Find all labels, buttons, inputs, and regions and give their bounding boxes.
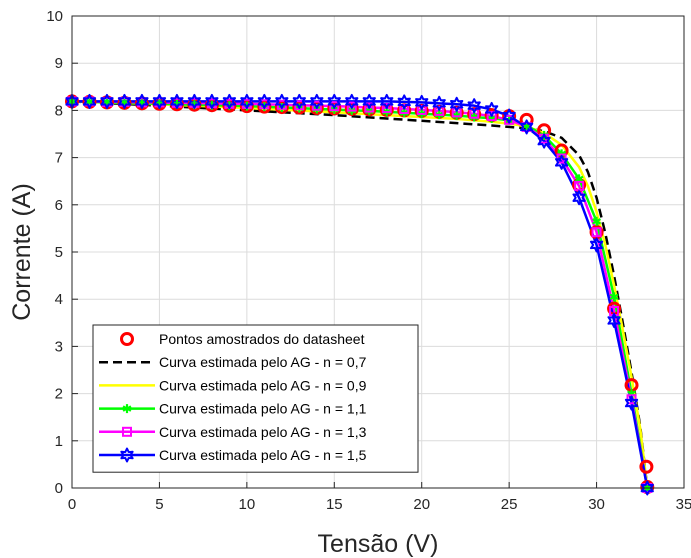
y-tick-label: 2 <box>55 386 63 403</box>
legend-item: Pontos amostrados do datasheet <box>120 331 365 347</box>
series-markers-5 <box>65 93 654 496</box>
legend-box <box>92 324 419 473</box>
y-tick-label: 5 <box>55 244 63 261</box>
y-tick-label: 4 <box>55 291 63 308</box>
data-point <box>624 395 639 411</box>
data-point <box>205 93 219 109</box>
y-tick-label: 1 <box>55 433 63 450</box>
series-line-1 <box>72 100 649 488</box>
markers-layer <box>65 93 655 496</box>
data-point <box>222 93 236 109</box>
legend-item: Curva estimada pelo AG - n = 1,1 <box>99 401 367 417</box>
data-point <box>381 103 392 114</box>
data-point <box>170 93 184 109</box>
legend-label: Curva estimada pelo AG - n = 1,3 <box>159 424 367 440</box>
legend-label: Curva estimada pelo AG - n = 0,7 <box>159 354 367 370</box>
data-point <box>345 93 359 109</box>
legend-swatch-marker <box>122 404 132 414</box>
legend-swatch-marker <box>120 447 134 463</box>
data-point <box>152 93 167 109</box>
data-point <box>639 459 654 474</box>
y-axis-label: Corrente (A) <box>8 183 36 321</box>
data-point <box>82 93 97 109</box>
data-point <box>467 98 481 114</box>
data-point <box>589 237 604 253</box>
data-point <box>432 95 446 111</box>
plot-frame <box>71 15 685 489</box>
data-point <box>502 108 516 124</box>
legend-item: Curva estimada pelo AG - n = 0,9 <box>99 377 367 393</box>
legend-item: Curva estimada pelo AG - n = 0,7 <box>99 354 367 370</box>
x-tick-label: 35 <box>676 496 691 513</box>
x-tick-label: 10 <box>239 496 256 513</box>
legend-label: Curva estimada pelo AG - n = 0,9 <box>159 377 367 393</box>
x-tick-label: 5 <box>155 496 163 513</box>
data-point <box>434 105 445 116</box>
legend: Pontos amostrados do datasheet Curva esti… <box>92 324 419 473</box>
x-tick-label: 30 <box>588 496 605 513</box>
series-line-5 <box>72 100 649 488</box>
data-point <box>187 93 202 109</box>
data-point <box>469 108 480 119</box>
data-point <box>416 104 427 115</box>
data-point <box>275 93 289 109</box>
series-line-3 <box>72 100 649 488</box>
data-point <box>362 93 376 109</box>
data-point <box>292 93 306 109</box>
legend-label: Curva estimada pelo AG - n = 1,5 <box>159 447 367 463</box>
y-tick-label: 9 <box>55 55 63 72</box>
legend-swatch-marker <box>122 426 132 437</box>
data-point <box>520 119 534 135</box>
x-axis-label: Tensão (V) <box>318 530 439 558</box>
data-point <box>117 93 132 109</box>
data-point <box>485 101 499 117</box>
y-tick-label: 0 <box>55 480 63 497</box>
data-point <box>310 93 324 109</box>
data-point <box>486 111 497 122</box>
data-point <box>607 312 621 328</box>
legend-swatch-marker <box>120 332 134 346</box>
y-tick-label: 6 <box>55 197 63 214</box>
data-point <box>100 93 114 109</box>
x-tick-label: 15 <box>326 496 343 513</box>
data-point <box>554 154 569 170</box>
legend-item: Curva estimada pelo AG - n = 1,5 <box>99 447 367 463</box>
x-tick-label: 25 <box>501 496 518 513</box>
data-point <box>591 227 602 238</box>
data-point <box>240 93 254 109</box>
data-point <box>399 103 410 114</box>
legend-item: Curva estimada pelo AG - n = 1,3 <box>99 424 367 440</box>
data-point <box>311 100 322 111</box>
data-point <box>592 216 602 226</box>
data-point <box>346 101 357 112</box>
data-point <box>415 94 429 110</box>
x-tick-label: 20 <box>413 496 430 513</box>
y-tick-label: 10 <box>46 8 63 25</box>
y-axis-ticks: 0 1 2 3 4 5 6 7 8 9 10 <box>46 8 78 497</box>
y-tick-label: 3 <box>55 338 63 355</box>
data-point <box>135 93 149 109</box>
data-point <box>450 96 464 112</box>
data-point <box>380 93 394 109</box>
data-point <box>640 480 654 496</box>
data-point <box>397 94 411 110</box>
legend-label: Pontos amostrados do datasheet <box>159 331 365 347</box>
data-point <box>537 133 551 149</box>
data-point <box>364 102 375 113</box>
data-point <box>257 93 271 109</box>
y-tick-label: 8 <box>55 102 63 119</box>
data-point <box>574 180 585 191</box>
data-point <box>609 292 619 302</box>
data-point <box>572 190 586 206</box>
data-point <box>329 101 340 112</box>
data-point <box>451 107 462 118</box>
x-tick-label: 0 <box>68 496 76 513</box>
legend-label: Curva estimada pelo AG - n = 1,1 <box>159 401 367 417</box>
y-tick-label: 7 <box>55 150 63 167</box>
data-point <box>327 93 341 109</box>
